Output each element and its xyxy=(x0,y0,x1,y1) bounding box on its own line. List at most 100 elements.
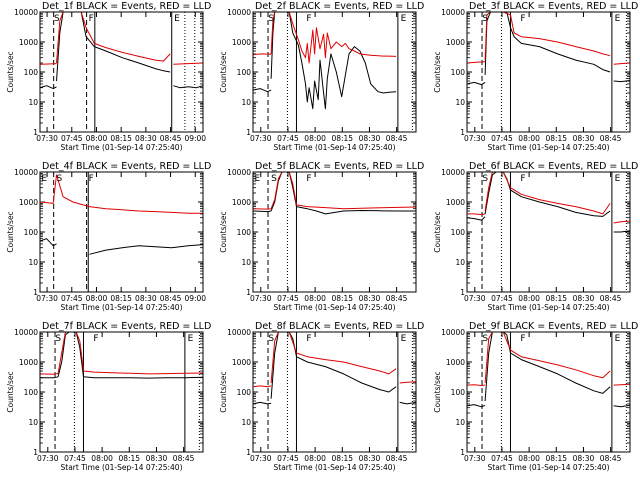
x-axis-label: Start Time (01-Sep-14 07:25:40) xyxy=(488,463,610,472)
detector-panel: Det_6f BLACK = Events, RED = LLD 1 10 100 10… xyxy=(433,161,638,312)
x-tick-label: 08:00 xyxy=(518,134,540,143)
panel-title: Det_4f BLACK = Events, RED = LLD xyxy=(42,161,211,172)
lld-series-line xyxy=(484,172,611,215)
x-axis-label: Start Time (01-Sep-14 07:25:40) xyxy=(488,303,610,312)
x-tick-label: 08:45 xyxy=(173,454,195,463)
panel-title: Det_7f BLACK = Events, RED = LLD xyxy=(42,321,211,332)
x-tick-label: 08:30 xyxy=(135,134,157,143)
x-tick-label: 07:30 xyxy=(250,294,272,303)
x-tick-label: 08:00 xyxy=(304,134,326,143)
x-axis-label: Start Time (01-Sep-14 07:25:40) xyxy=(61,463,183,472)
y-tick-label: 1 xyxy=(246,128,251,137)
panel-title: Det_3f BLACK = Events, RED = LLD xyxy=(469,1,638,12)
region-letter: E xyxy=(615,14,621,24)
events-series-line xyxy=(613,404,630,408)
x-tick-label: 08:45 xyxy=(160,134,182,143)
events-series-line xyxy=(173,85,203,89)
y-tick-label: 1 xyxy=(460,128,465,137)
y-tick-label: 10000 xyxy=(227,328,251,337)
x-tick-label: 08:15 xyxy=(110,294,132,303)
events-series-line xyxy=(484,332,611,402)
x-tick-label: 07:30 xyxy=(250,134,272,143)
detector-panel: Det_2f BLACK = Events, RED = LLD 1 10 100 10… xyxy=(219,1,424,152)
y-tick-label: 1 xyxy=(246,448,251,457)
events-series-line xyxy=(484,172,611,217)
x-tick-label: 08:30 xyxy=(573,294,595,303)
x-tick-label: 08:00 xyxy=(86,134,108,143)
lld-series-line xyxy=(484,332,611,384)
detector-panel: Det_3f BLACK = Events, RED = LLD 1 10 100 10… xyxy=(433,1,638,152)
x-tick-label: 07:30 xyxy=(37,454,59,463)
x-tick-label: 08:45 xyxy=(600,454,622,463)
plot-frame xyxy=(252,11,417,133)
events-series-line xyxy=(613,80,630,83)
y-axis-label: Counts/sec xyxy=(433,371,442,412)
region-letter: E xyxy=(615,334,621,344)
x-tick-label: 08:15 xyxy=(110,134,132,143)
plot-frame xyxy=(39,331,204,453)
y-tick-label: 10 xyxy=(241,258,251,267)
y-tick-label: 10 xyxy=(455,258,465,267)
region-letter: E xyxy=(401,14,407,24)
region-letter: S xyxy=(268,334,274,344)
x-tick-label: 08:00 xyxy=(86,294,108,303)
x-tick-label: 08:30 xyxy=(359,294,381,303)
detector-panel: Det_8f BLACK = Events, RED = LLD 1 10 100 10… xyxy=(219,321,424,472)
region-letter: S xyxy=(482,14,488,24)
events-series-line xyxy=(467,216,486,221)
events-series-line xyxy=(253,401,272,405)
x-tick-label: 08:30 xyxy=(146,454,168,463)
y-tick-label: 1000 xyxy=(446,38,465,47)
series-group xyxy=(253,332,416,405)
x-tick-label: 07:30 xyxy=(464,134,486,143)
lld-series-line xyxy=(399,381,416,384)
x-tick-label: 08:15 xyxy=(331,134,353,143)
x-tick-label: 08:00 xyxy=(304,294,326,303)
events-series-line xyxy=(40,332,203,379)
y-tick-label: 1000 xyxy=(19,198,38,207)
y-tick-label: 10000 xyxy=(227,168,251,177)
lld-series-line xyxy=(173,62,203,65)
x-tick-label: 08:00 xyxy=(518,294,540,303)
lld-series-line xyxy=(270,12,397,64)
region-letter: F xyxy=(520,334,525,344)
lld-series-line xyxy=(613,383,630,386)
y-tick-label: 1 xyxy=(246,288,251,297)
x-tick-label: 08:15 xyxy=(331,454,353,463)
region-letter: E xyxy=(41,174,47,184)
detector-panel: Det_9f BLACK = Events, RED = LLD 1 10 100 10… xyxy=(433,321,638,472)
plot-frame xyxy=(466,171,631,293)
y-tick-label: 1 xyxy=(33,288,38,297)
x-tick-label: 07:45 xyxy=(277,134,299,143)
plot-frame xyxy=(466,331,631,453)
events-series-line xyxy=(89,244,203,255)
y-tick-label: 10 xyxy=(28,258,38,267)
region-letter: E xyxy=(174,14,180,24)
lld-series-line xyxy=(467,61,486,64)
region-letter: F xyxy=(520,14,525,24)
events-series-line xyxy=(56,12,171,82)
region-letter: S xyxy=(482,174,488,184)
lld-series-line xyxy=(270,332,397,384)
x-tick-label: 08:15 xyxy=(545,134,567,143)
x-tick-label: 08:00 xyxy=(518,454,540,463)
x-tick-label: 07:45 xyxy=(61,134,83,143)
lld-series-line xyxy=(253,385,272,388)
x-tick-label: 07:45 xyxy=(277,294,299,303)
region-letter: F xyxy=(306,174,311,184)
events-series-line xyxy=(270,12,397,110)
y-axis-label: Counts/sec xyxy=(219,211,228,252)
events-series-line xyxy=(399,401,416,405)
x-tick-label: 07:30 xyxy=(36,294,58,303)
x-tick-label: 08:45 xyxy=(600,294,622,303)
x-axis-label: Start Time (01-Sep-14 07:25:40) xyxy=(274,143,396,152)
x-axis-label: Start Time (01-Sep-14 07:25:40) xyxy=(488,143,610,152)
y-tick-label: 1000 xyxy=(446,198,465,207)
region-letter: F xyxy=(93,334,98,344)
y-axis-label: Counts/sec xyxy=(6,51,15,92)
y-tick-label: 10000 xyxy=(14,8,38,17)
panel-title: Det_9f BLACK = Events, RED = LLD xyxy=(469,321,638,332)
x-tick-label: 08:30 xyxy=(573,454,595,463)
detector-panel: Det_7f BLACK = Events, RED = LLD 1 10 100 10… xyxy=(6,321,211,472)
x-axis-label: Start Time (01-Sep-14 07:25:40) xyxy=(274,463,396,472)
